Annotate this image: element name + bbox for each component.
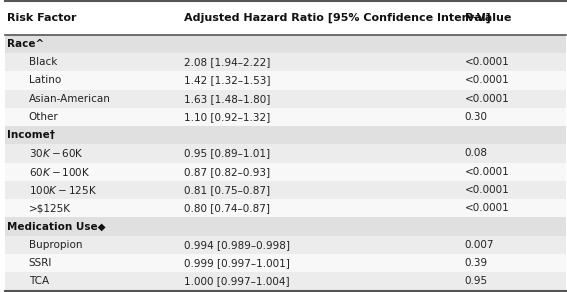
Bar bbox=[5, 144, 566, 163]
Text: 0.08: 0.08 bbox=[465, 149, 488, 159]
Text: 1.63 [1.48–1.80]: 1.63 [1.48–1.80] bbox=[184, 94, 270, 104]
Text: 0.87 [0.82–0.93]: 0.87 [0.82–0.93] bbox=[184, 167, 270, 177]
Text: 0.007: 0.007 bbox=[465, 240, 494, 250]
Text: Risk Factor: Risk Factor bbox=[7, 13, 77, 23]
Text: 0.81 [0.75–0.87]: 0.81 [0.75–0.87] bbox=[184, 185, 270, 195]
Text: >$125K: >$125K bbox=[29, 203, 71, 213]
Text: 0.39: 0.39 bbox=[465, 258, 488, 268]
Bar bbox=[5, 272, 566, 291]
Text: <0.0001: <0.0001 bbox=[465, 57, 510, 67]
Bar bbox=[5, 35, 566, 53]
Bar bbox=[5, 1, 566, 35]
Text: Black: Black bbox=[29, 57, 57, 67]
Text: TCA: TCA bbox=[29, 277, 49, 286]
Bar bbox=[5, 126, 566, 144]
Bar bbox=[5, 181, 566, 199]
Text: $100K-$125K: $100K-$125K bbox=[29, 184, 97, 196]
Text: SSRI: SSRI bbox=[29, 258, 52, 268]
Text: 0.95 [0.89–1.01]: 0.95 [0.89–1.01] bbox=[184, 149, 270, 159]
Bar bbox=[5, 199, 566, 218]
Text: P-Value: P-Value bbox=[465, 13, 511, 23]
Bar bbox=[5, 218, 566, 236]
Bar bbox=[5, 71, 566, 90]
Text: 0.30: 0.30 bbox=[465, 112, 488, 122]
Text: 0.80 [0.74–0.87]: 0.80 [0.74–0.87] bbox=[184, 203, 270, 213]
Text: Adjusted Hazard Ratio [95% Confidence Interval]: Adjusted Hazard Ratio [95% Confidence In… bbox=[184, 13, 491, 23]
Text: 2.08 [1.94–2.22]: 2.08 [1.94–2.22] bbox=[184, 57, 270, 67]
Bar bbox=[5, 254, 566, 272]
Bar bbox=[5, 90, 566, 108]
Text: $60K-$100K: $60K-$100K bbox=[29, 166, 90, 178]
Text: Race^: Race^ bbox=[7, 39, 45, 49]
Bar bbox=[5, 53, 566, 71]
Text: Other: Other bbox=[29, 112, 58, 122]
Text: 1.42 [1.32–1.53]: 1.42 [1.32–1.53] bbox=[184, 75, 270, 85]
Text: <0.0001: <0.0001 bbox=[465, 167, 510, 177]
Text: 1.10 [0.92–1.32]: 1.10 [0.92–1.32] bbox=[184, 112, 270, 122]
Text: $30K-$60K: $30K-$60K bbox=[29, 147, 83, 159]
Bar bbox=[5, 108, 566, 126]
Text: Latino: Latino bbox=[29, 75, 61, 85]
Text: 0.95: 0.95 bbox=[465, 277, 488, 286]
Text: 0.999 [0.997–1.001]: 0.999 [0.997–1.001] bbox=[184, 258, 290, 268]
Text: <0.0001: <0.0001 bbox=[465, 75, 510, 85]
Text: <0.0001: <0.0001 bbox=[465, 185, 510, 195]
Text: <0.0001: <0.0001 bbox=[465, 203, 510, 213]
Text: 1.000 [0.997–1.004]: 1.000 [0.997–1.004] bbox=[184, 277, 290, 286]
Text: <0.0001: <0.0001 bbox=[465, 94, 510, 104]
Text: Medication Use◆: Medication Use◆ bbox=[7, 222, 106, 232]
Text: 0.994 [0.989–0.998]: 0.994 [0.989–0.998] bbox=[184, 240, 290, 250]
Bar bbox=[5, 236, 566, 254]
Text: Asian-American: Asian-American bbox=[29, 94, 111, 104]
Text: Bupropion: Bupropion bbox=[29, 240, 82, 250]
Bar bbox=[5, 163, 566, 181]
Text: Income†: Income† bbox=[7, 130, 55, 140]
